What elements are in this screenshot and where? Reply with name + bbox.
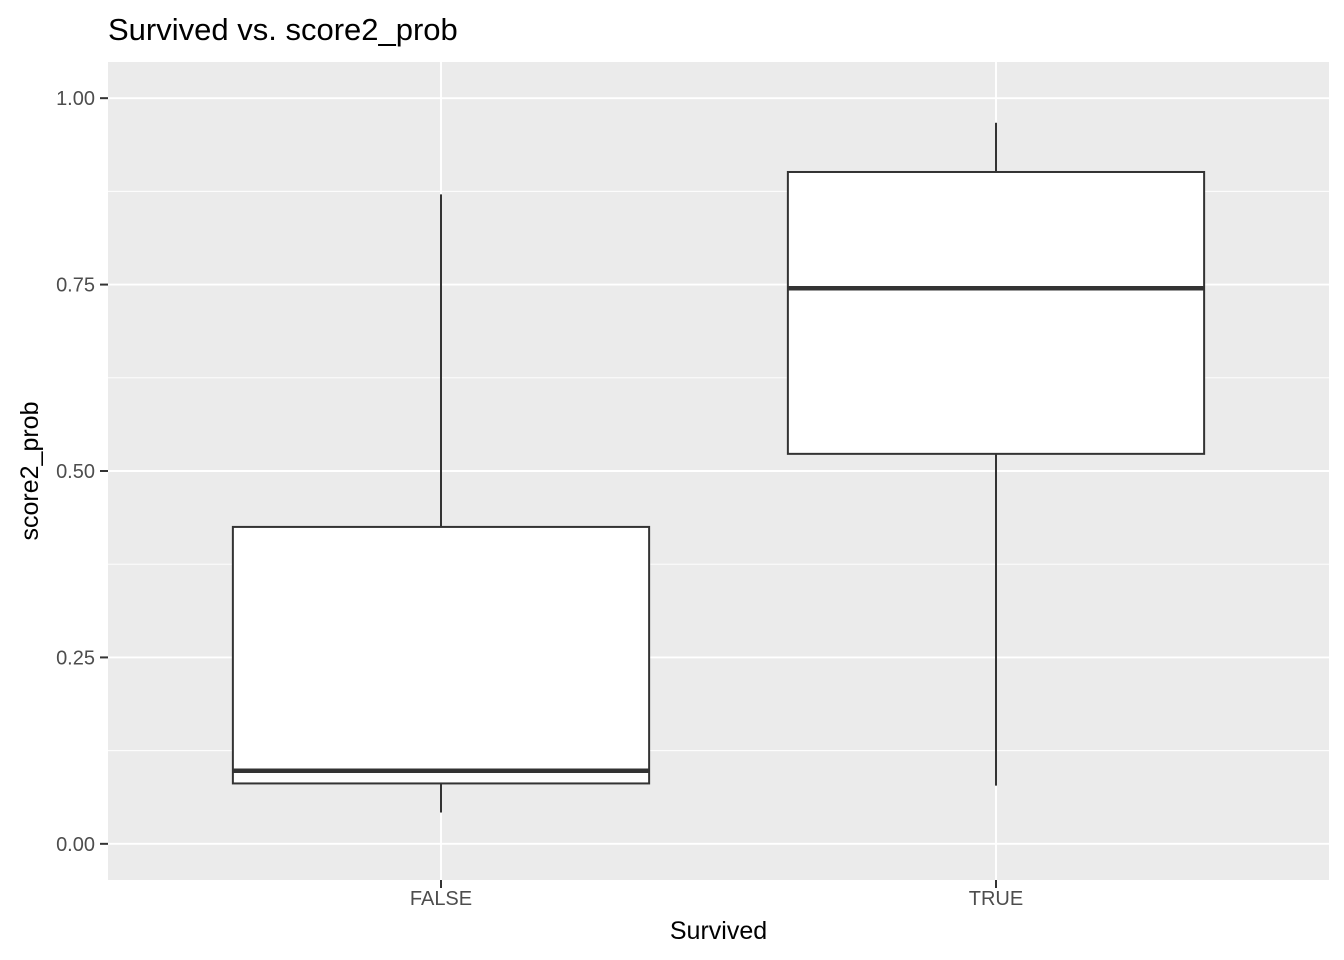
y-tick-label: 0.25 [56, 647, 95, 669]
iqr-box [786, 170, 1206, 455]
x-axis: FALSE TRUE [410, 880, 1023, 910]
box-true [786, 122, 1206, 786]
y-axis: 0.00 0.25 0.50 0.75 1.00 [56, 88, 108, 856]
x-tick-label: TRUE [969, 888, 1023, 910]
box-false [231, 194, 651, 813]
y-tick-label: 0.50 [56, 461, 95, 483]
x-tick-label: FALSE [410, 888, 472, 910]
iqr-box [231, 525, 651, 785]
y-axis-title: score2_prob [16, 402, 44, 541]
boxes [231, 122, 1206, 813]
chart-title: Survived vs. score2_prob [108, 12, 458, 47]
y-tick-label: 0.75 [56, 275, 95, 297]
y-tick-label: 0.00 [56, 834, 95, 856]
x-axis-title: Survived [670, 917, 767, 945]
y-tick-label: 1.00 [56, 88, 95, 110]
